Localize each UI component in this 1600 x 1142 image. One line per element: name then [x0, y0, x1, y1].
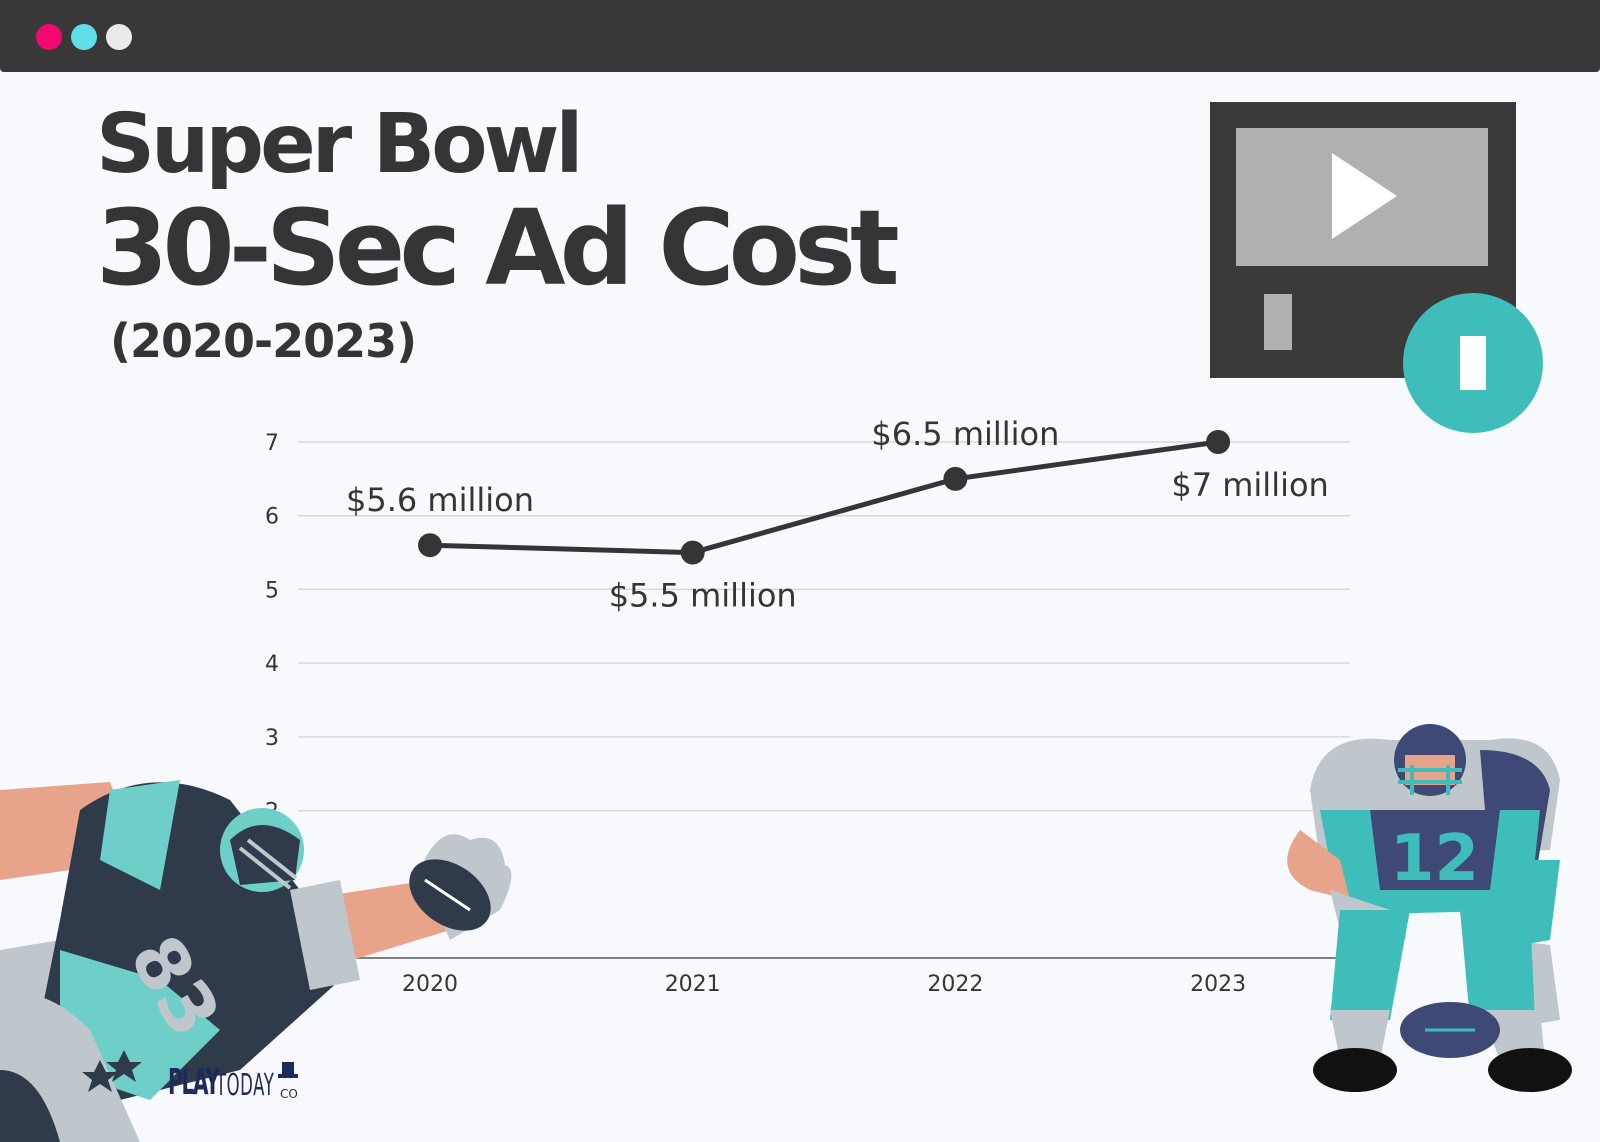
logo-today-text: TODAY: [216, 1068, 275, 1103]
data-point: [1206, 430, 1231, 454]
data-point: [680, 540, 705, 565]
top-hat-icon: CO: [278, 1062, 298, 1101]
chart-title-line-2: 30-Sec Ad Cost: [96, 187, 900, 309]
window-title-bar: [0, 0, 1600, 72]
y-tick-label: 7: [265, 431, 279, 456]
series-line: [429, 439, 1219, 556]
logo-play-text: PLAY: [168, 1062, 220, 1103]
right-jersey-number: 12: [1390, 822, 1479, 896]
x-tick-label: 2021: [665, 972, 721, 997]
football-player-diving-illustration: 83: [0, 780, 512, 1142]
maximize-window-dot[interactable]: [106, 24, 132, 50]
close-window-dot[interactable]: [36, 24, 62, 50]
football-player-crouching-illustration: 12: [1287, 724, 1572, 1092]
data-point: [418, 533, 442, 558]
play-icon: [1332, 153, 1397, 239]
video-player-icon: [1210, 102, 1543, 433]
x-tick-label: 2020: [402, 972, 458, 997]
data-label: $5.5 million: [609, 577, 797, 615]
data-point: [943, 466, 968, 491]
chart-title-line-1: Super Bowl: [96, 97, 583, 192]
logo-co-text: CO: [280, 1087, 298, 1101]
data-label: $5.6 million: [346, 481, 534, 519]
x-tick-label: 2023: [1190, 972, 1246, 997]
y-tick-label: 3: [265, 726, 279, 751]
playtoday-logo: PLAY TODAY CO: [168, 1062, 308, 1122]
y-tick-label: 4: [265, 652, 279, 677]
chart-subtitle-years: (2020-2023): [110, 314, 417, 368]
data-label: $7 million: [1171, 466, 1328, 504]
y-tick-label: 6: [265, 505, 279, 530]
data-label: $6.5 million: [871, 415, 1059, 453]
minimize-window-dot[interactable]: [71, 24, 97, 50]
x-tick-label: 2022: [927, 972, 983, 997]
y-tick-label: 5: [265, 578, 279, 603]
